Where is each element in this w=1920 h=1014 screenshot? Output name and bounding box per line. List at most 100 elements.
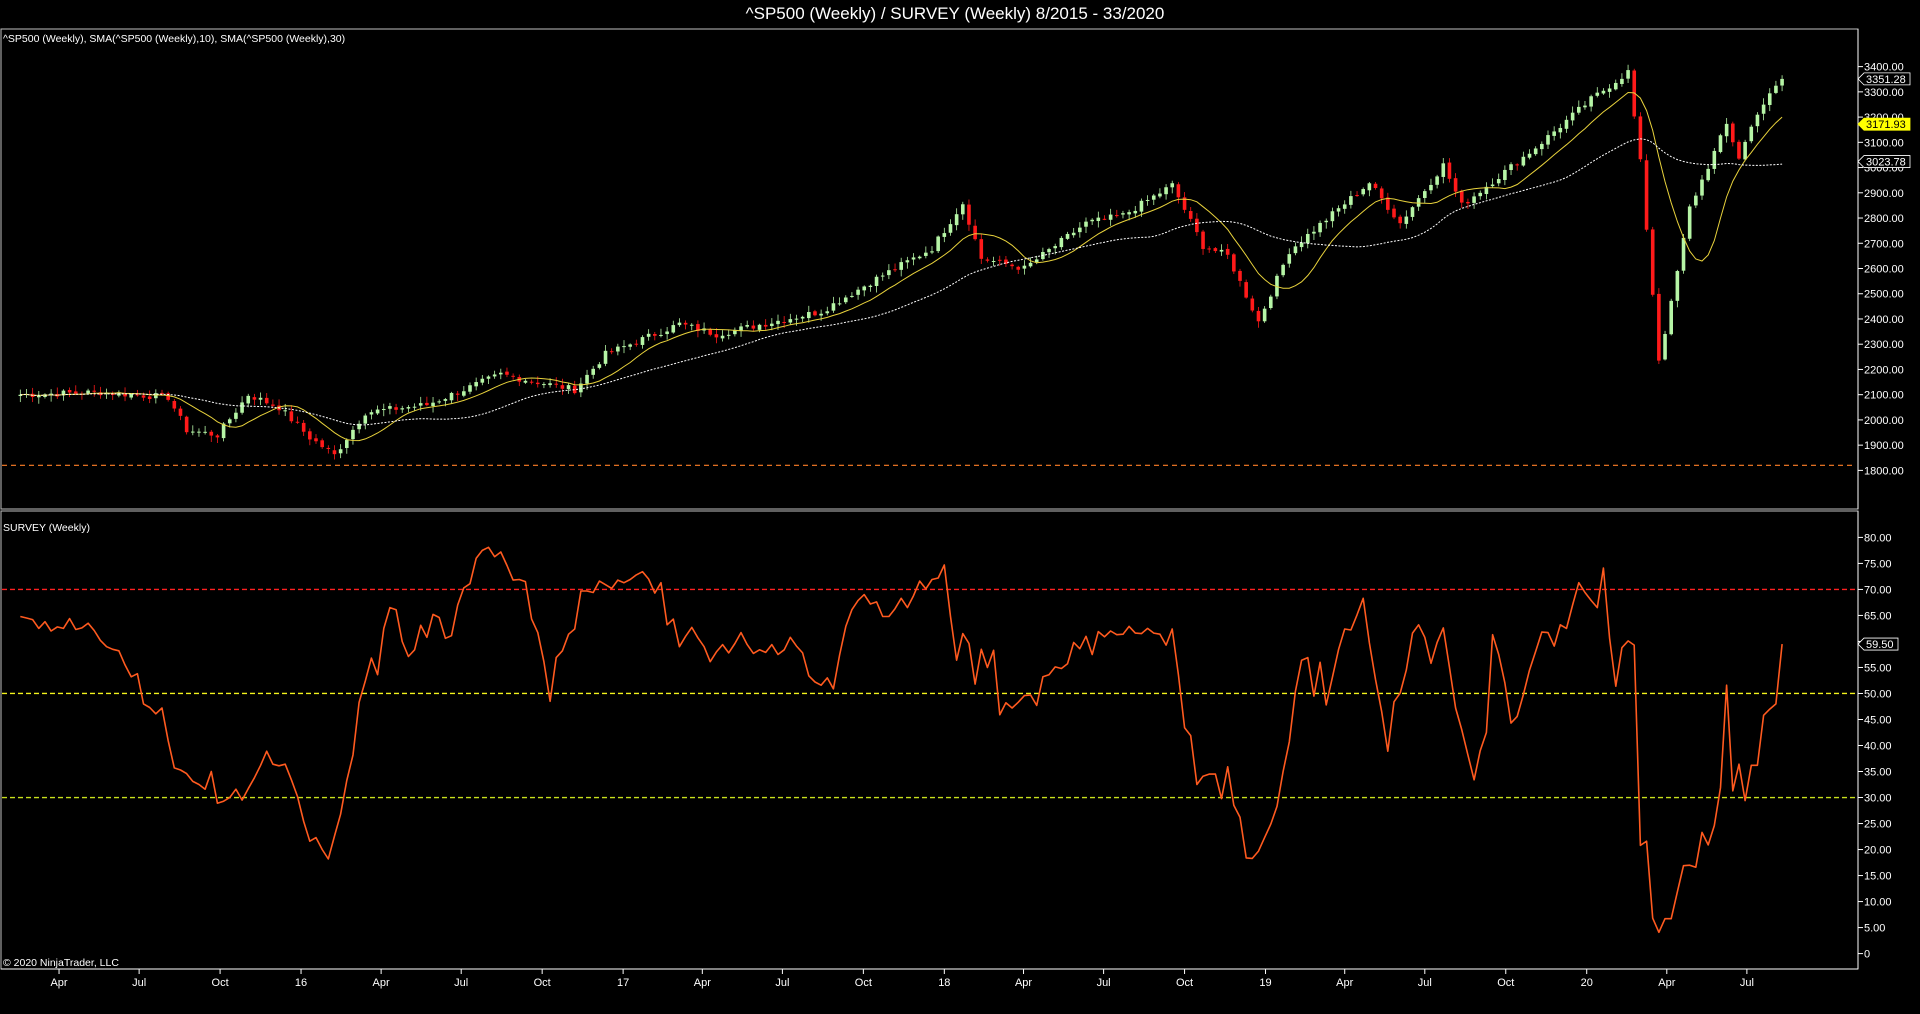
candle bbox=[942, 227, 947, 243]
candle-body bbox=[1010, 264, 1014, 267]
candle bbox=[609, 348, 614, 355]
candle-body bbox=[1472, 196, 1476, 203]
candle-body bbox=[708, 329, 713, 335]
candle-body bbox=[61, 390, 66, 396]
candle-body bbox=[985, 259, 990, 261]
candle bbox=[1595, 87, 1600, 98]
candle bbox=[856, 286, 860, 300]
survey-y-tick-label: 10.00 bbox=[1864, 897, 1892, 909]
candle-body bbox=[1577, 106, 1581, 113]
candle bbox=[240, 396, 244, 415]
candle-body bbox=[579, 383, 583, 393]
survey-y-tick-label: 15.00 bbox=[1864, 871, 1892, 883]
candle-body bbox=[1675, 271, 1680, 301]
candle bbox=[381, 403, 386, 417]
candle-body bbox=[295, 421, 300, 423]
candle-body bbox=[388, 406, 392, 409]
candle-body bbox=[554, 383, 559, 385]
candle-body bbox=[696, 324, 700, 331]
candle bbox=[320, 438, 324, 449]
candle-body bbox=[603, 350, 608, 364]
candle bbox=[1188, 207, 1193, 222]
candle bbox=[1330, 207, 1335, 228]
candle-body bbox=[1650, 229, 1655, 295]
candle-body bbox=[1207, 248, 1211, 250]
candle bbox=[203, 425, 207, 435]
candle bbox=[1219, 244, 1224, 256]
x-tick-label: Apr bbox=[50, 977, 67, 989]
copyright: © 2020 NinjaTrader, LLC bbox=[3, 957, 119, 969]
candle-body bbox=[1281, 264, 1285, 276]
candle bbox=[1589, 94, 1593, 112]
candle bbox=[572, 380, 577, 395]
candle bbox=[221, 422, 226, 442]
candle bbox=[1102, 215, 1107, 221]
candle-body bbox=[1305, 233, 1310, 244]
candle-body bbox=[1379, 188, 1384, 199]
candle-body bbox=[677, 322, 682, 326]
candle bbox=[1638, 112, 1643, 163]
candle-body bbox=[1761, 104, 1766, 114]
candle-body bbox=[560, 385, 565, 389]
x-tick-label: Jul bbox=[132, 977, 146, 989]
candle bbox=[1028, 257, 1033, 268]
candle bbox=[1201, 229, 1205, 255]
candle-body bbox=[73, 391, 78, 394]
candle-body bbox=[1527, 153, 1532, 158]
candle-body bbox=[1195, 218, 1199, 233]
candle bbox=[1238, 268, 1242, 287]
candle bbox=[1607, 84, 1612, 98]
candle bbox=[18, 389, 23, 403]
candle-body bbox=[733, 329, 737, 335]
candle bbox=[745, 320, 749, 329]
candle-body bbox=[591, 368, 595, 375]
candle bbox=[813, 309, 817, 317]
candle-body bbox=[714, 334, 719, 338]
candle-body bbox=[1515, 164, 1519, 166]
x-tick-label: Jul bbox=[1418, 977, 1432, 989]
candle bbox=[1090, 218, 1094, 225]
candle bbox=[653, 331, 657, 341]
candle-body bbox=[1453, 178, 1458, 192]
candle bbox=[1004, 255, 1008, 268]
candle bbox=[1182, 192, 1187, 214]
candle-body bbox=[1503, 169, 1507, 180]
candle bbox=[1250, 295, 1255, 313]
candle bbox=[400, 405, 405, 413]
candle-body bbox=[1657, 293, 1661, 361]
candle bbox=[1115, 209, 1119, 218]
candle bbox=[455, 390, 460, 402]
candle bbox=[880, 272, 885, 281]
candle-body bbox=[314, 438, 318, 442]
survey-y-tick-label: 35.00 bbox=[1864, 767, 1892, 779]
candle bbox=[677, 318, 682, 327]
candle bbox=[1737, 139, 1741, 160]
candle-body bbox=[1016, 266, 1021, 270]
candle-body bbox=[1429, 184, 1433, 191]
candle bbox=[499, 368, 503, 380]
survey-y-tick-label: 50.00 bbox=[1864, 688, 1892, 700]
candle-body bbox=[843, 297, 848, 303]
candle bbox=[591, 365, 595, 379]
candle-body bbox=[92, 390, 97, 392]
survey-y-tick-label: 55.00 bbox=[1864, 662, 1892, 674]
candle-body bbox=[357, 423, 361, 430]
candle bbox=[246, 393, 251, 408]
candle-body bbox=[887, 270, 891, 276]
candle-body bbox=[745, 325, 749, 327]
candle-body bbox=[326, 447, 331, 449]
candle bbox=[1398, 214, 1402, 229]
candle-body bbox=[616, 346, 620, 352]
candle bbox=[1724, 117, 1729, 143]
price-y-tick-label: 2000.00 bbox=[1864, 415, 1904, 427]
candle-body bbox=[683, 322, 688, 325]
candle-body bbox=[671, 325, 676, 333]
candle-body bbox=[221, 423, 226, 439]
candle-body bbox=[492, 374, 497, 377]
candle bbox=[1626, 64, 1630, 83]
candle-body bbox=[1724, 123, 1729, 137]
price-marker: 3023.78 bbox=[1857, 155, 1911, 169]
candle-body bbox=[1718, 135, 1723, 153]
candle-body bbox=[776, 320, 780, 325]
candle bbox=[899, 257, 903, 277]
